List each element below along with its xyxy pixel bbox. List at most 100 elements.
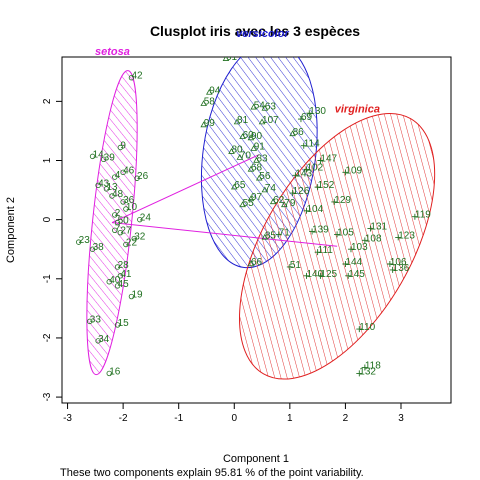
- point-marker-46: [120, 169, 126, 176]
- point-label-126: 126: [293, 186, 310, 197]
- y-tick-label--1: -1: [42, 274, 53, 283]
- point-label-36: 36: [123, 195, 135, 206]
- point-marker-60: [239, 133, 246, 140]
- point-label-131: 131: [370, 222, 387, 233]
- point-label-125: 125: [320, 269, 337, 280]
- point-marker-129: [331, 198, 338, 205]
- point-marker-102: [303, 166, 310, 173]
- point-label-102: 102: [307, 162, 324, 173]
- point-marker-69: [297, 116, 304, 123]
- point-marker-66: [247, 260, 255, 267]
- point-label-66: 66: [251, 257, 263, 268]
- point-label-10: 10: [126, 202, 138, 213]
- point-marker-55: [239, 201, 246, 208]
- point-label-63: 63: [265, 101, 277, 112]
- point-label-58: 58: [204, 97, 216, 108]
- point-label-103: 103: [351, 242, 368, 253]
- point-label-118: 118: [365, 361, 381, 372]
- point-label-48: 48: [112, 189, 124, 200]
- point-label-83: 83: [257, 154, 269, 165]
- point-marker-86: [289, 130, 296, 137]
- point-label-32: 32: [134, 232, 146, 243]
- x-tick-label-2: 2: [343, 413, 349, 424]
- y-tick-label-0: 0: [42, 216, 53, 222]
- point-label-79: 79: [284, 198, 296, 209]
- cluster-link-2: [111, 222, 338, 247]
- point-marker-19: [128, 293, 135, 300]
- x-tick-label--2: -2: [119, 413, 128, 424]
- point-label-105: 105: [337, 227, 354, 238]
- point-marker-9: [117, 144, 124, 151]
- point-label-85: 85: [265, 230, 277, 241]
- point-marker-34: [95, 338, 101, 344]
- point-label-106: 106: [390, 257, 407, 268]
- x-tick-label-0: 0: [231, 413, 237, 424]
- point-label-140: 140: [307, 269, 324, 280]
- clusters-layer: [86, 57, 436, 380]
- point-label-28: 28: [118, 260, 130, 271]
- point-label-107: 107: [262, 115, 279, 126]
- cluster-link-1: [111, 154, 260, 224]
- x-tick-label-1: 1: [287, 413, 293, 424]
- point-label-80: 80: [231, 145, 243, 156]
- point-label-68: 68: [251, 162, 263, 173]
- point-label-65: 65: [234, 180, 246, 191]
- point-label-129: 129: [334, 195, 351, 206]
- point-label-23: 23: [79, 235, 91, 246]
- point-label-13: 13: [106, 182, 118, 193]
- y-tick-label--3: -3: [42, 392, 53, 401]
- point-marker-32: [131, 235, 137, 242]
- point-marker-36: [120, 199, 126, 205]
- point-marker-28: [114, 264, 121, 270]
- point-label-99: 99: [204, 118, 216, 129]
- point-label-51: 51: [290, 260, 302, 271]
- point-marker-131: [367, 225, 374, 232]
- point-marker-27: [117, 229, 124, 236]
- point-marker-41: [117, 273, 124, 279]
- point-marker-40: [106, 279, 112, 285]
- point-marker-143: [292, 172, 299, 179]
- point-label-43: 43: [98, 178, 110, 189]
- point-label-136: 136: [393, 263, 410, 274]
- point-label-145: 145: [348, 269, 365, 280]
- point-label-27: 27: [120, 226, 132, 237]
- point-marker-4: [112, 174, 118, 180]
- point-label-9: 9: [120, 140, 126, 151]
- point-marker-74: [261, 186, 269, 193]
- point-marker-54: [250, 103, 258, 110]
- cluster-labels-layer: setosa versicolor virginica: [95, 28, 380, 115]
- point-marker-114: [300, 142, 307, 149]
- point-label-94: 94: [209, 85, 221, 96]
- point-marker-111: [314, 249, 321, 256]
- point-marker-90: [247, 134, 255, 141]
- point-label-147: 147: [320, 154, 337, 165]
- point-marker-130: [306, 110, 313, 117]
- point-marker-147: [317, 157, 324, 164]
- point-label-108: 108: [365, 233, 382, 244]
- point-marker-65: [230, 183, 238, 190]
- point-label-123: 123: [398, 230, 415, 241]
- point-label-34: 34: [98, 334, 110, 345]
- point-marker-118: [361, 364, 368, 371]
- point-marker-81: [233, 118, 241, 125]
- point-label-16: 16: [109, 366, 121, 377]
- point-marker-62: [269, 198, 277, 205]
- point-marker-2: [112, 212, 118, 218]
- point-marker-26: [134, 175, 140, 181]
- variability-footnote: These two components explain 95.81 % of …: [60, 467, 364, 479]
- point-label-7: 7: [115, 223, 121, 234]
- point-marker-140: [303, 272, 310, 279]
- point-marker-68: [247, 165, 255, 172]
- point-label-61: 61: [226, 52, 238, 63]
- point-marker-152: [314, 184, 321, 191]
- point-marker-51: [286, 263, 293, 270]
- point-marker-108: [361, 237, 368, 244]
- point-label-42: 42: [131, 71, 143, 82]
- point-marker-145: [345, 272, 352, 279]
- point-marker-85: [261, 233, 269, 240]
- point-label-69: 69: [301, 112, 313, 123]
- point-label-144: 144: [345, 257, 362, 268]
- y-axis: -3 -2 -1 0 1 2: [42, 98, 62, 402]
- point-label-70: 70: [240, 151, 252, 162]
- point-label-143: 143: [295, 168, 312, 179]
